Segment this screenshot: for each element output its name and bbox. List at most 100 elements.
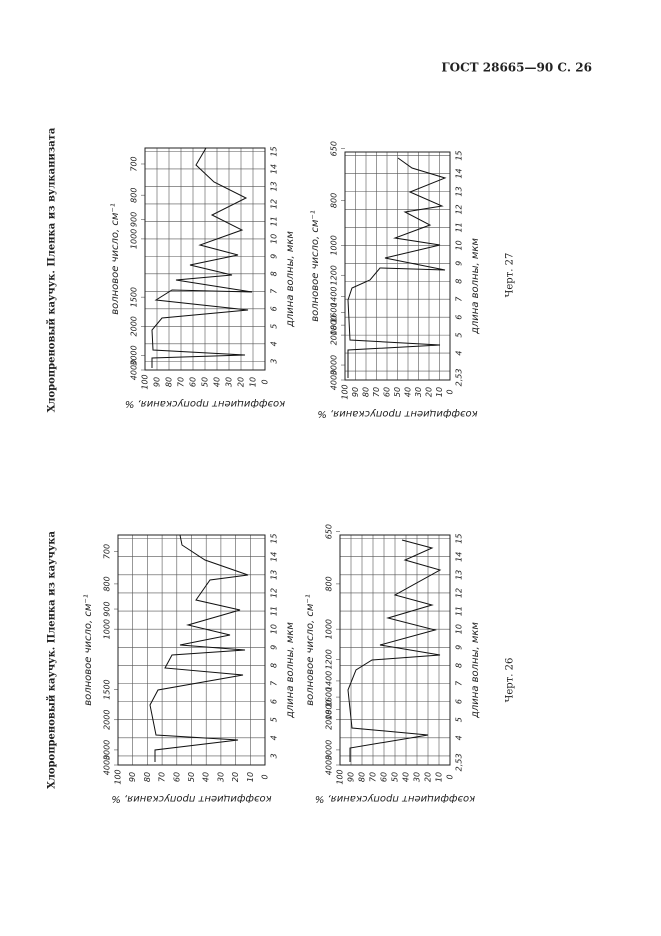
wavenumber-tick: 3000	[325, 740, 334, 760]
transmission-tick: 30	[225, 377, 234, 387]
wavelength-tick: 8	[455, 663, 464, 668]
wavelength-tick: 15	[270, 534, 279, 544]
wavelength-tick: 2,5	[455, 374, 464, 387]
wavenumber-tick: 700	[130, 156, 139, 171]
wavelength-tick: 10	[455, 240, 464, 250]
wavelength-tick: 13	[270, 181, 279, 191]
wavelength-tick: 5	[455, 717, 464, 722]
wavelength-tick: 12	[270, 199, 279, 209]
wavenumber-tick: 1500	[103, 679, 112, 699]
plot-frame	[144, 147, 266, 371]
transmission-label: коэффициент пропускания, %	[317, 408, 477, 419]
transmission-tick: 50	[393, 387, 402, 397]
wavenumber-tick: 800	[103, 576, 112, 591]
transmission-tick: 10	[249, 377, 258, 387]
wavelength-tick: 8	[455, 279, 464, 284]
transmission-tick: 60	[380, 772, 389, 782]
transmission-tick: 10	[435, 387, 444, 397]
wavelength-tick: 7	[455, 296, 464, 302]
wavenumber-tick: 800	[130, 188, 139, 203]
wavenumber-tick: 1000	[325, 619, 334, 639]
transmission-tick: 0	[446, 774, 455, 779]
wavelength-tick: 4	[270, 341, 279, 346]
wavelength-tick: 6	[455, 699, 464, 704]
wavenumber-tick: 2000	[103, 710, 112, 730]
transmission-tick: 60	[189, 377, 198, 387]
wavelength-tick: 11	[455, 606, 464, 616]
transmission-tick: 100	[114, 769, 123, 784]
transmission-tick: 0	[261, 379, 270, 384]
wavelength-tick: 15	[455, 534, 464, 544]
transmission-tick: 100	[141, 374, 150, 389]
transmission-tick: 20	[424, 772, 433, 782]
wavenumber-tick: 1200	[330, 265, 339, 285]
transmission-tick: 40	[202, 772, 211, 782]
wavenumber-tick: 3000	[130, 345, 139, 365]
wavenumber-tick: 1600	[325, 687, 334, 707]
transmission-tick: 80	[358, 772, 367, 782]
transmission-label: коэффициент пропускания, %	[125, 398, 285, 409]
wavenumber-tick: 2000	[325, 710, 334, 730]
wavelength-tick: 9	[455, 261, 464, 266]
page-header: ГОСТ 28665—90 С. 26	[441, 61, 592, 75]
figure-caption: Хлоропреновый каучук. Пленка из вулканиз…	[47, 127, 58, 412]
wavenumber-tick: 900	[130, 212, 139, 227]
wavelength-tick: 9	[455, 645, 464, 650]
wavenumber-tick: 1500	[130, 287, 139, 307]
figure-label: Черт. 27	[505, 253, 516, 298]
wavenumber-label: волновое число, см⁻¹	[310, 210, 321, 322]
transmission-label: коэффициент пропускания, %	[111, 793, 271, 804]
wavelength-tick: 10	[270, 234, 279, 244]
wavelength-tick: 9	[270, 254, 279, 259]
wavelength-tick: 11	[270, 606, 279, 616]
transmission-tick: 90	[128, 772, 137, 782]
transmission-tick: 20	[237, 377, 246, 387]
wavelength-label: длина волны, мкм	[285, 231, 296, 328]
transmission-tick: 0	[261, 774, 270, 779]
wavenumber-tick: 3000	[330, 355, 339, 375]
transmission-tick: 30	[413, 772, 422, 782]
transmission-tick: 80	[362, 387, 371, 397]
wavenumber-tick: 3000	[103, 740, 112, 760]
wavelength-tick: 5	[455, 333, 464, 338]
spectrum-curve	[347, 539, 442, 762]
wavelength-label: длина волны, мкм	[470, 622, 481, 719]
wavelength-tick: 7	[455, 680, 464, 686]
wavelength-tick: 3	[455, 753, 464, 758]
wavelength-tick: 11	[455, 222, 464, 232]
wavenumber-tick: 1400	[325, 671, 334, 691]
transmission-tick: 20	[425, 387, 434, 397]
wavenumber-tick: 1800	[325, 699, 334, 719]
wavenumber-tick: 4000	[330, 370, 339, 390]
transmission-tick: 70	[369, 772, 378, 782]
transmission-tick: 50	[187, 772, 196, 782]
wavelength-tick: 6	[455, 315, 464, 320]
transmission-tick: 60	[383, 387, 392, 397]
transmission-tick: 20	[231, 772, 240, 782]
transmission-tick: 90	[153, 377, 162, 387]
wavelength-tick: 14	[455, 168, 464, 178]
figure-caption: Хлоропреновый каучук. Пленка из каучука	[47, 531, 58, 789]
wavenumber-tick: 650	[325, 524, 334, 539]
wavelength-tick: 10	[270, 624, 279, 634]
wavelength-tick: 10	[455, 624, 464, 634]
wavelength-tick: 6	[270, 306, 279, 311]
transmission-tick: 50	[201, 377, 210, 387]
transmission-tick: 40	[213, 377, 222, 387]
wavelength-tick: 14	[455, 552, 464, 562]
wavenumber-tick: 2000	[330, 325, 339, 345]
transmission-tick: 80	[165, 377, 174, 387]
wavenumber-tick: 1000	[103, 619, 112, 639]
transmission-tick: 80	[143, 772, 152, 782]
wavelength-tick: 14	[270, 164, 279, 174]
wavenumber-tick: 4000	[103, 755, 112, 775]
wavelength-tick: 15	[455, 150, 464, 160]
wavenumber-tick: 900	[103, 601, 112, 616]
wavelength-tick: 5	[270, 324, 279, 329]
transmission-tick: 30	[414, 387, 423, 397]
plot-frame	[339, 534, 451, 766]
wavelength-tick: 7	[270, 288, 279, 294]
wavenumber-label: волновое число, см⁻¹	[110, 203, 121, 315]
transmission-tick: 30	[216, 772, 225, 782]
wavenumber-label: волновое число, см⁻¹	[305, 594, 316, 706]
